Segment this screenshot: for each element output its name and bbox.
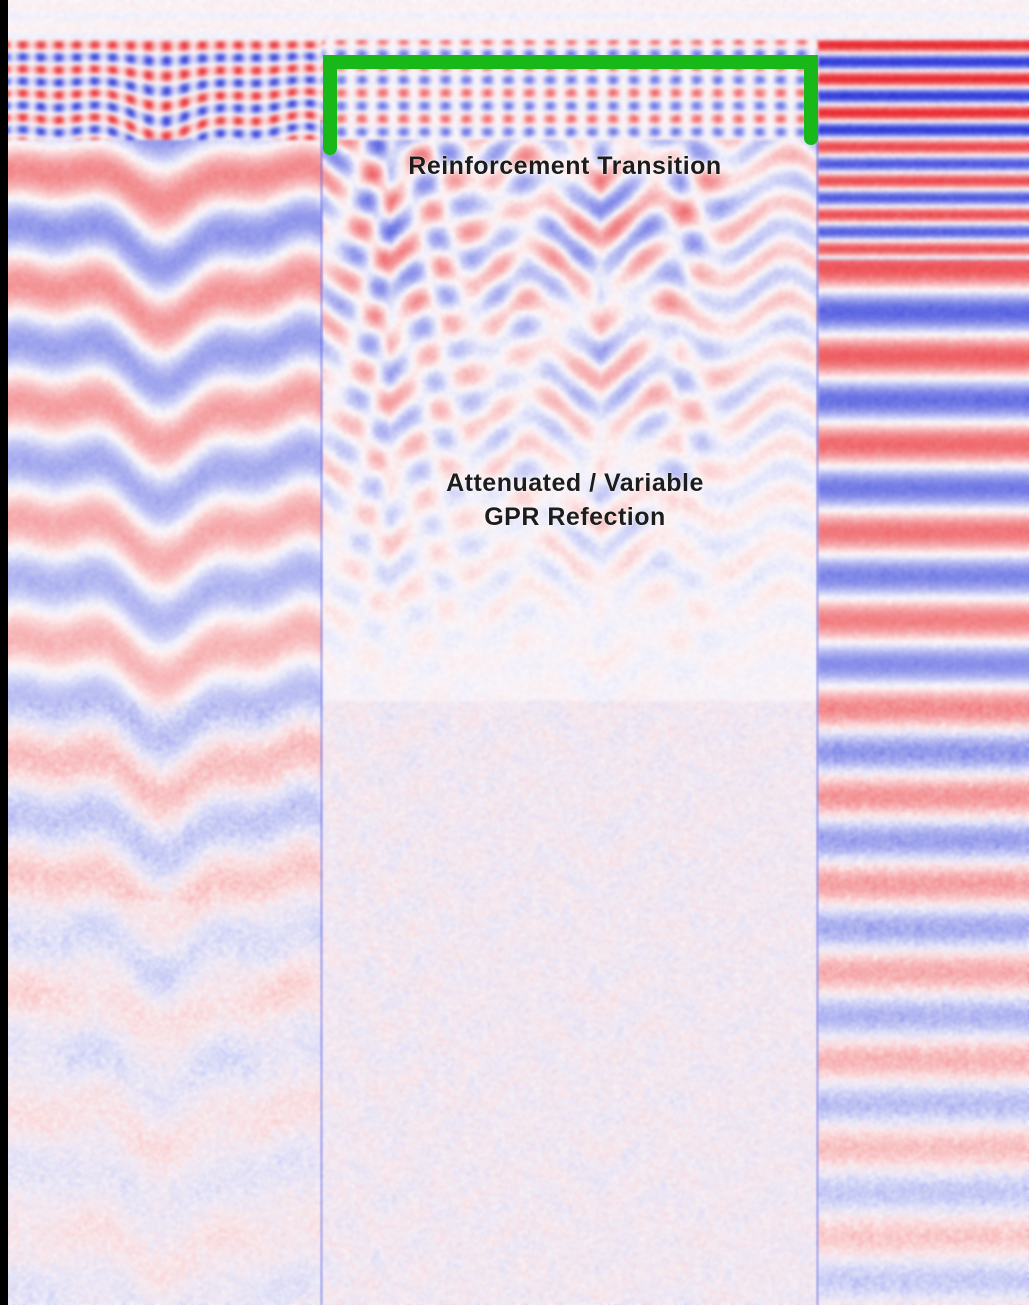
reinforcement-transition-label: Reinforcement Transition	[408, 152, 722, 180]
attenuated-reflection-label: Attenuated / Variable GPR Refection	[380, 466, 770, 534]
attenuated-label-line1: Attenuated / Variable	[446, 469, 704, 497]
left-border-line	[0, 0, 8, 1305]
attenuated-label-line2: GPR Refection	[484, 503, 666, 531]
